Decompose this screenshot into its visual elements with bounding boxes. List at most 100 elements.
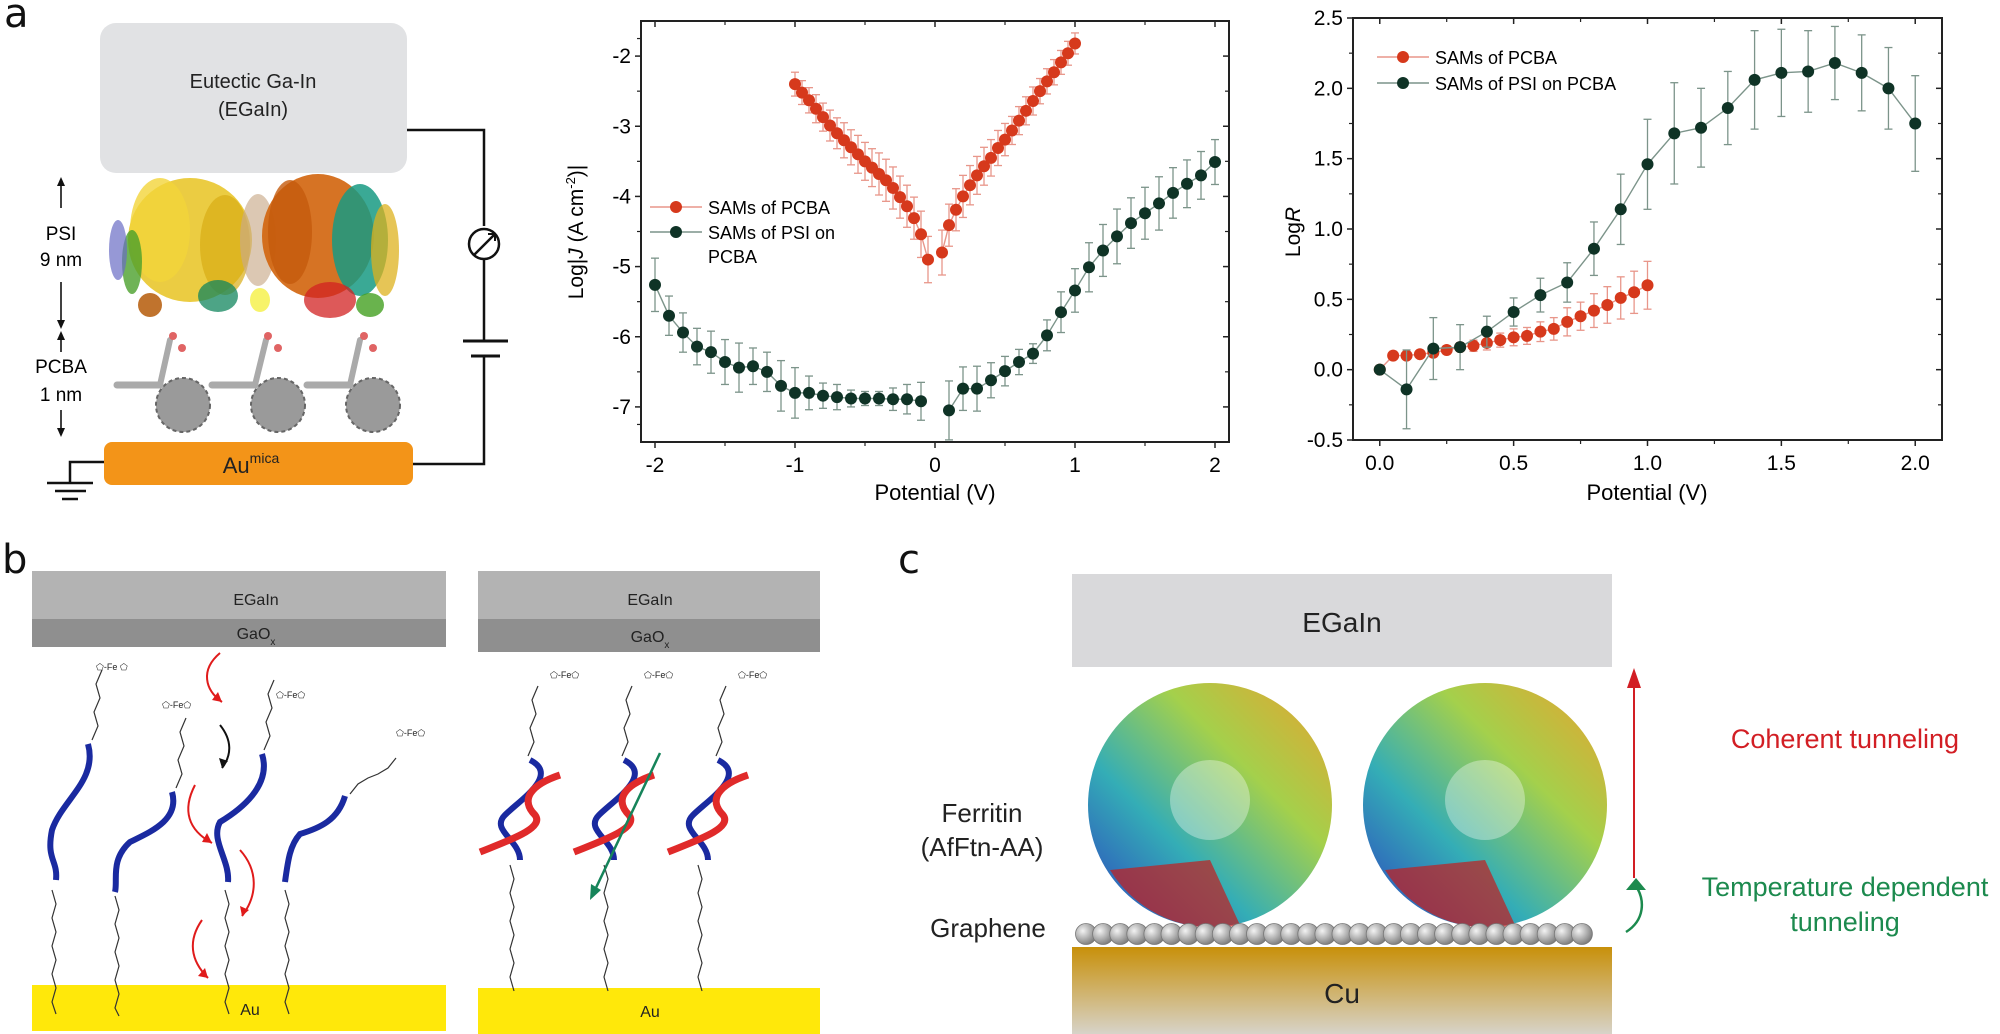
svg-text:⬠-Fe⬠: ⬠-Fe⬠ <box>396 728 425 738</box>
y-tick-label: 2.0 <box>1314 77 1343 100</box>
data-point <box>1111 230 1123 243</box>
data-point <box>747 360 759 373</box>
egain-electrode <box>1072 574 1612 667</box>
data-point <box>1055 306 1067 319</box>
data-point <box>1427 342 1440 355</box>
data-point <box>1034 85 1046 98</box>
data-point <box>1020 104 1032 117</box>
pcba-fullerene-illustration <box>113 332 401 433</box>
data-point <box>1027 94 1039 107</box>
y-tick-label: 1.0 <box>1314 218 1343 241</box>
data-point <box>1069 37 1081 50</box>
data-point <box>873 392 885 405</box>
data-point <box>1641 279 1654 292</box>
data-point <box>1587 304 1600 317</box>
data-point <box>1882 82 1895 95</box>
data-point <box>1167 186 1179 199</box>
y-tick-label: -7 <box>612 396 631 419</box>
x-tick-label: 1 <box>1069 454 1081 477</box>
svg-text:⬠-Fe⬠: ⬠-Fe⬠ <box>738 670 767 680</box>
data-point <box>810 102 822 115</box>
x-axis-label: Potential (V) <box>1586 480 1707 505</box>
egain-layer-label: EGaIn <box>627 592 672 609</box>
data-point <box>1507 331 1520 344</box>
tunneling-arrow <box>592 752 662 893</box>
arrow-up-icon <box>57 331 65 340</box>
data-point <box>649 278 661 291</box>
data-point <box>789 78 801 91</box>
data-point <box>663 309 675 322</box>
data-point <box>922 253 934 266</box>
data-point <box>705 346 717 359</box>
data-point <box>1748 73 1761 86</box>
data-point <box>803 386 815 399</box>
y-tick-label: 2.5 <box>1314 7 1343 30</box>
data-point <box>1614 291 1627 304</box>
ssdna-junction: EGaIn GaOx Au ⬠-Fe ⬠ ⬠-Fe⬠ ⬠-Fe⬠ ⬠-Fe⬠ <box>32 571 446 1031</box>
data-point <box>1195 169 1207 182</box>
data-point <box>1048 66 1060 79</box>
legend: SAMs of PCBA SAMs of PSI on PCBA <box>1377 48 1616 94</box>
data-point <box>1209 156 1221 169</box>
device-schematic-a: Eutectic Ga-In (EGaIn) Aumica PSI 9 nm P… <box>35 23 508 501</box>
svg-text:⬠-Fe⬠: ⬠-Fe⬠ <box>276 690 305 700</box>
au-mica-label: Aumica <box>223 450 280 478</box>
data-point <box>1601 298 1614 311</box>
data-point <box>1561 276 1574 289</box>
au-layer-label: Au <box>240 1002 260 1019</box>
data-point <box>1628 286 1641 299</box>
au-layer <box>478 988 820 1034</box>
y-tick-label: -0.5 <box>1307 429 1343 452</box>
y-tick-label: 1.5 <box>1314 148 1343 171</box>
y-tick-label: -3 <box>612 115 631 138</box>
x-tick-label: 0.0 <box>1365 452 1394 475</box>
ssdna-strand <box>214 753 267 883</box>
data-point <box>1828 57 1841 70</box>
data-point <box>1909 117 1922 130</box>
data-point <box>733 361 745 374</box>
dsdna-helix <box>666 757 750 861</box>
arrow-up-icon <box>57 177 65 186</box>
data-point <box>1454 341 1467 354</box>
data-point <box>1062 47 1074 60</box>
logr-chart: 0.0 0.5 1.0 1.5 2.0 -0.5 0.0 0.5 1.0 1.5 2.0 2.5 SA… <box>1282 7 1943 505</box>
data-point <box>1574 310 1587 323</box>
legend: SAMs of PCBA SAMs of PSI on PCBA <box>650 198 835 267</box>
cu-label: Cu <box>1324 978 1360 1009</box>
au-mica-electrode <box>104 442 413 485</box>
data-point <box>1467 339 1480 352</box>
data-point <box>1013 356 1025 369</box>
temperature-tunneling-label-line1: Temperature dependent <box>1702 872 1989 902</box>
y-tick-label: -4 <box>612 185 631 208</box>
data-point <box>1534 325 1547 338</box>
series-sams-of-psi-on-pcba <box>649 138 1221 441</box>
y-tick-label: 0.5 <box>1314 288 1343 311</box>
data-point <box>859 392 871 405</box>
panel-label-c: c <box>898 537 920 583</box>
data-point <box>943 404 955 417</box>
data-point <box>992 142 1004 155</box>
y-tick-label: -2 <box>612 45 631 68</box>
data-point <box>1139 207 1151 220</box>
data-point <box>1547 322 1560 335</box>
egain-layer-label: EGaIn <box>233 592 278 609</box>
panel-label-a: a <box>4 0 29 37</box>
data-point <box>1097 244 1109 257</box>
gaox-layer-label: GaOx <box>631 629 670 651</box>
egain-label-line2: (EGaIn) <box>218 99 288 121</box>
x-axis-label: Potential (V) <box>874 480 995 505</box>
legend-label-pcba: SAMs of PCBA <box>708 198 830 218</box>
data-point <box>1641 158 1654 171</box>
data-point <box>908 212 920 225</box>
data-point <box>817 389 829 402</box>
data-point <box>943 219 955 232</box>
graphene-layer <box>1075 923 1593 945</box>
au-layer <box>32 985 446 1031</box>
data-point <box>817 111 829 124</box>
data-point <box>1055 56 1067 69</box>
data-point <box>1614 203 1627 216</box>
data-point <box>936 246 948 259</box>
data-point <box>1440 343 1453 356</box>
data-point <box>985 151 997 164</box>
circuit-wire <box>407 128 486 226</box>
